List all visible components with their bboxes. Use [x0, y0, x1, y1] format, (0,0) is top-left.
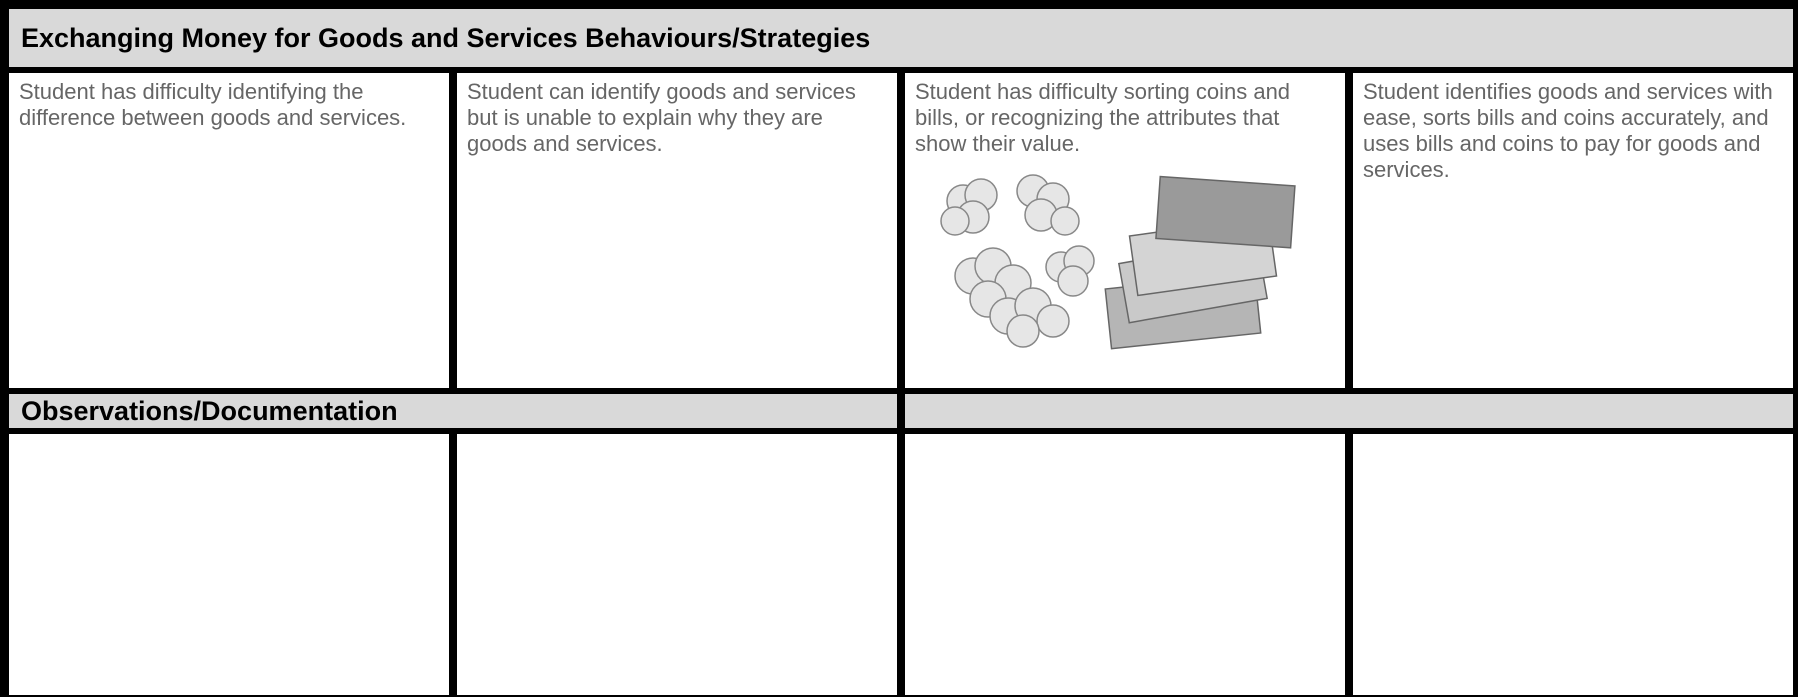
behaviour-cell: Student has difficulty identifying the d…: [9, 73, 449, 388]
observation-cell: [457, 434, 897, 695]
behaviour-text: Student identifies goods and services wi…: [1363, 79, 1773, 182]
behaviour-text: Student has difficulty identifying the d…: [19, 79, 407, 130]
behaviour-text: Student has difficulty sorting coins and…: [915, 79, 1291, 156]
behaviour-cell: Student identifies goods and services wi…: [1353, 73, 1793, 388]
header-filler: [905, 394, 1793, 428]
money-illustration: [940, 174, 1296, 350]
observation-cell: [9, 434, 449, 695]
behaviour-cell: Student has difficulty sorting coins and…: [905, 73, 1345, 388]
observation-cell: [905, 434, 1345, 695]
behaviour-text: Student can identify goods and services …: [467, 79, 856, 156]
observations-header: Observations/Documentation: [9, 394, 897, 428]
observation-cell: [1353, 434, 1793, 695]
behaviour-cell: Student can identify goods and services …: [457, 73, 897, 388]
sheet-title: Exchanging Money for Goods and Services …: [9, 9, 1793, 67]
